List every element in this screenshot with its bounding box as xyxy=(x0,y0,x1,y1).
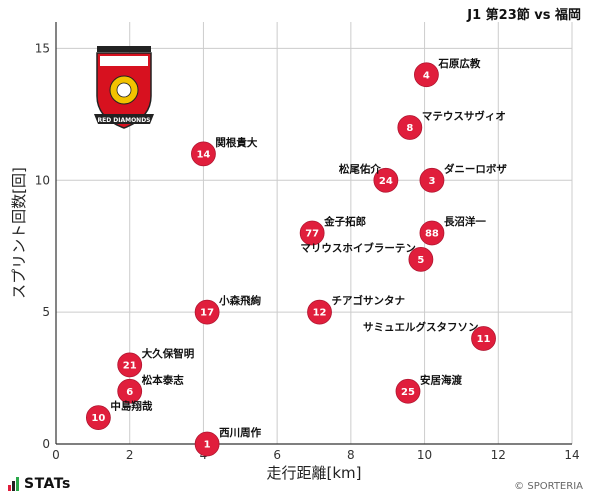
point-marker xyxy=(471,326,496,351)
point-marker xyxy=(299,220,325,246)
crest-band xyxy=(100,56,148,66)
point-number: 8 xyxy=(406,123,413,134)
x-axis-title: 走行距離[km] xyxy=(266,464,361,482)
point-number: 10 xyxy=(91,413,105,424)
y-tick-label: 5 xyxy=(42,305,50,319)
point-number: 11 xyxy=(477,334,491,345)
logo-text: STATs xyxy=(24,476,71,492)
chart-title: J1 第23節 vs 福岡 xyxy=(467,8,581,23)
point-number: 14 xyxy=(196,149,210,160)
point-label: 安居海渡 xyxy=(420,373,462,386)
point-marker xyxy=(307,299,332,325)
point-label: 小森飛絢 xyxy=(218,294,261,307)
y-tick-label: 0 xyxy=(42,437,50,451)
point-number: 12 xyxy=(313,308,327,319)
y-tick-label: 10 xyxy=(35,173,50,187)
data-point: 88 長沼洋一 xyxy=(419,215,486,246)
crest-top-bar xyxy=(97,46,151,52)
point-number: 4 xyxy=(423,70,430,81)
point-marker xyxy=(117,352,143,378)
data-point: 8 マテウスサヴィオ xyxy=(397,110,506,140)
data-point: 1 西川周作 xyxy=(194,426,262,457)
point-number: 6 xyxy=(126,387,133,398)
point-marker xyxy=(194,431,220,457)
point-number: 77 xyxy=(305,229,319,240)
crest-text: RED DIAMONDS xyxy=(97,117,150,124)
point-label: 関根貴大 xyxy=(215,136,257,149)
point-marker xyxy=(395,378,421,404)
stats-logo: STATs xyxy=(8,476,71,492)
x-tick-label: 12 xyxy=(491,448,506,462)
point-label: ダニーロボザ xyxy=(444,162,507,175)
x-tick-label: 6 xyxy=(273,448,281,462)
point-label: マリウスホイブラーテン xyxy=(300,241,416,254)
point-marker xyxy=(419,220,445,246)
crest-ribbon xyxy=(94,114,154,124)
data-point: 25 安居海渡 xyxy=(395,373,462,404)
point-number: 3 xyxy=(428,176,435,187)
point-marker xyxy=(408,246,434,272)
point-label: 金子拓郎 xyxy=(323,215,366,228)
x-tick-label: 10 xyxy=(417,448,432,462)
data-point: 4 石原広教 xyxy=(414,57,481,88)
point-number: 25 xyxy=(401,387,415,398)
point-label: 松尾佑介 xyxy=(339,162,381,175)
data-point: 3 ダニーロボザ xyxy=(419,162,507,193)
point-number: 17 xyxy=(200,308,214,319)
point-marker xyxy=(191,141,216,167)
axes xyxy=(55,22,572,445)
crest-ball xyxy=(116,82,132,98)
point-label: 中島翔哉 xyxy=(110,400,152,413)
x-tick-label: 0 xyxy=(52,448,60,462)
y-tick-label: 15 xyxy=(35,41,50,55)
point-label: 長沼洋一 xyxy=(444,215,486,228)
data-point: 77 金子拓郎 xyxy=(299,215,366,246)
point-number: 24 xyxy=(379,176,393,187)
point-label: 西川周作 xyxy=(219,426,261,439)
point-marker xyxy=(414,62,439,88)
urawa-red-diamonds-crest-icon: RED DIAMONDS xyxy=(94,46,154,129)
point-label: サミュエルグスタフソン xyxy=(363,321,479,334)
point-number: 88 xyxy=(425,229,439,240)
x-tick-label: 8 xyxy=(347,448,355,462)
data-point: 10 中島翔哉 xyxy=(85,400,153,431)
point-label: チアゴサンタナ xyxy=(332,294,406,307)
data-point: 17 小森飛絢 xyxy=(194,294,261,325)
point-label: マテウスサヴィオ xyxy=(422,110,506,123)
point-label: 石原広教 xyxy=(437,57,480,70)
point-label: 大久保智明 xyxy=(142,347,195,360)
copyright: © SPORTERIA xyxy=(514,481,583,492)
point-marker xyxy=(419,167,445,193)
point-number: 5 xyxy=(417,255,424,266)
point-marker xyxy=(194,299,220,325)
x-tick-label: 14 xyxy=(564,448,579,462)
point-marker xyxy=(85,405,111,431)
point-marker xyxy=(397,115,423,140)
point-label: 松本泰志 xyxy=(142,373,184,386)
data-point: 12 チアゴサンタナ xyxy=(307,294,406,325)
x-tick-label: 2 xyxy=(126,448,134,462)
point-number: 21 xyxy=(123,360,137,371)
bar-chart-icon xyxy=(8,477,19,491)
point-marker xyxy=(373,167,399,193)
point-number: 1 xyxy=(204,440,211,451)
data-point: 14 関根貴大 xyxy=(191,136,258,167)
y-axis-title: スプリント回数[回] xyxy=(10,167,28,299)
data-point: 21 大久保智明 xyxy=(117,347,195,378)
point-marker xyxy=(117,378,143,404)
data-point: 6 松本泰志 xyxy=(117,373,184,404)
